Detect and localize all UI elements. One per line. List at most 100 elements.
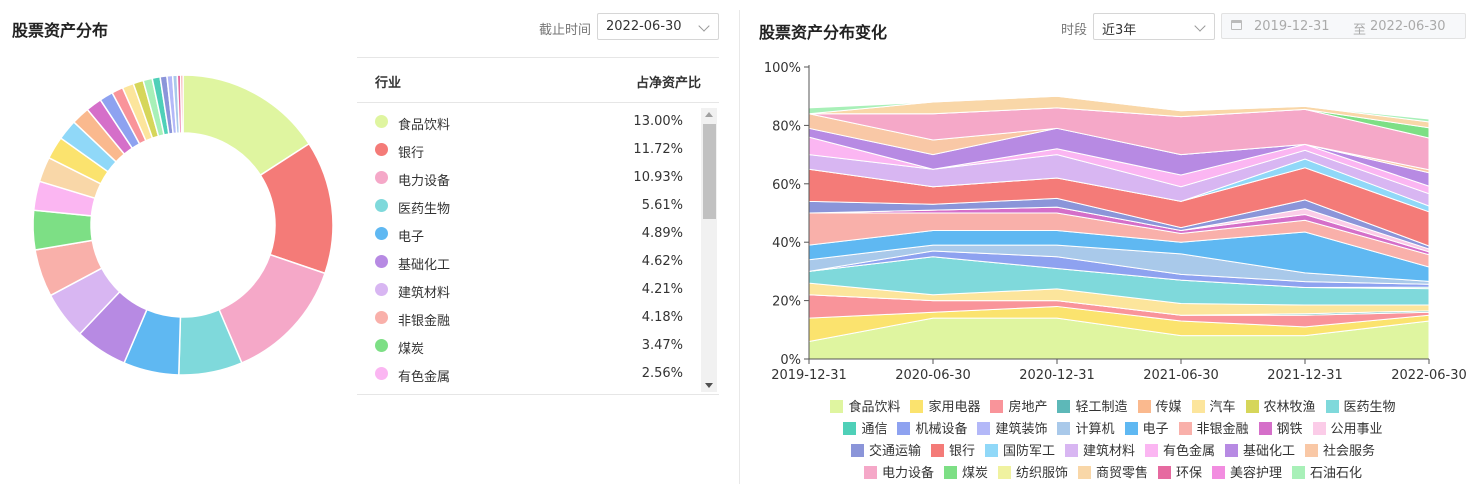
table-row[interactable]: 有色金属 2.56% [357, 360, 701, 388]
legend-swatch-icon [843, 422, 857, 435]
legend-item[interactable]: 银行 [930, 440, 975, 459]
legend-item[interactable]: 公用事业 [1312, 418, 1383, 437]
y-tick-label: 40% [772, 236, 801, 251]
period-select-value: 近3年 [1102, 23, 1137, 38]
legend-swatch-icon [897, 422, 911, 435]
table-row[interactable]: 建筑材料 4.21% [357, 276, 701, 304]
legend-item[interactable]: 社会服务 [1305, 440, 1375, 459]
date-select[interactable]: 2022-06-30 [597, 13, 719, 40]
legend-item[interactable]: 非银金融 [1178, 418, 1249, 437]
legend-item[interactable]: 食品饮料 [830, 396, 900, 415]
date-select-value: 2022-06-30 [606, 19, 682, 34]
industry-name: 电子 [398, 230, 425, 245]
legend-item[interactable]: 汽车 [1191, 396, 1236, 415]
legend-item[interactable]: 美容护理 [1212, 462, 1282, 481]
legend-dot-icon [375, 311, 388, 324]
y-tick-label: 60% [772, 178, 801, 193]
area-series[interactable] [808, 95, 1430, 123]
legend-dot-icon [375, 143, 388, 156]
industry-ratio: 2.56% [641, 366, 683, 381]
industry-name: 电力设备 [398, 174, 451, 189]
legend-item[interactable]: 建筑材料 [1064, 440, 1135, 459]
legend-item[interactable]: 家用电器 [910, 396, 980, 415]
legend-item[interactable]: 电子 [1124, 418, 1169, 437]
legend-row: 电力设备 煤炭 纺织服饰 商贸零售 环保 美容护理 石油石化 [750, 462, 1476, 484]
table-row[interactable]: 食品饮料 13.00% [357, 108, 701, 136]
legend-item[interactable]: 基础化工 [1225, 440, 1295, 459]
x-tick-label: 2022-06-30 [1391, 368, 1467, 383]
table-row[interactable]: 非银金融 4.18% [357, 304, 701, 332]
legend-dot-icon [375, 115, 388, 128]
industry-name: 有色金属 [398, 370, 451, 385]
legend-item[interactable]: 煤炭 [943, 462, 988, 481]
donut-slice[interactable] [179, 74, 184, 134]
legend-item[interactable]: 医药生物 [1325, 396, 1396, 415]
legend-swatch-icon [863, 466, 877, 479]
legend-label: 食品饮料 [848, 400, 901, 415]
table-row[interactable]: 医药生物 5.61% [357, 192, 701, 220]
legend-item[interactable]: 有色金属 [1145, 440, 1215, 459]
legend-label: 计算机 [1075, 422, 1115, 437]
legend-swatch-icon [997, 466, 1011, 479]
table-row[interactable]: 煤炭 3.47% [357, 332, 701, 360]
legend-swatch-icon [1312, 422, 1326, 435]
period-select[interactable]: 近3年 [1093, 13, 1215, 40]
date-label: 截止时间 [539, 23, 592, 38]
legend-label: 家用电器 [928, 400, 981, 415]
table-row[interactable]: 基础化工 4.62% [357, 248, 701, 276]
legend-dot-icon [375, 367, 388, 380]
legend-swatch-icon [830, 400, 844, 413]
legend-item[interactable]: 计算机 [1057, 418, 1115, 437]
legend-item[interactable]: 纺织服饰 [997, 462, 1068, 481]
legend-item[interactable]: 钢铁 [1258, 418, 1303, 437]
legend-item[interactable]: 环保 [1158, 462, 1202, 481]
table-row[interactable]: 银行 11.72% [357, 136, 701, 164]
date-range-picker[interactable]: 2019-12-31 至 2022-06-30 [1221, 13, 1466, 39]
legend-label: 汽车 [1209, 400, 1236, 415]
legend-swatch-icon [984, 444, 998, 457]
industry-name: 煤炭 [398, 342, 425, 357]
x-tick-label: 2019-12-31 [771, 368, 847, 383]
legend-item[interactable]: 电力设备 [863, 462, 934, 481]
legend-swatch-icon [990, 400, 1004, 413]
legend-item[interactable]: 机械设备 [897, 418, 967, 437]
table-scrollbar[interactable] [701, 108, 717, 392]
legend-item[interactable]: 房地产 [990, 396, 1047, 415]
table-row[interactable]: 电力设备 10.93% [357, 164, 701, 192]
scroll-down-icon[interactable] [705, 383, 713, 388]
industry-name: 银行 [398, 146, 425, 161]
legend-label: 轻工制造 [1075, 400, 1128, 415]
legend-swatch-icon [1057, 422, 1071, 435]
legend-dot-icon [375, 199, 388, 212]
legend-swatch-icon [1225, 444, 1239, 457]
legend-item[interactable]: 交通运输 [850, 440, 921, 459]
y-tick-label: 20% [772, 295, 801, 310]
legend-item[interactable]: 国防军工 [984, 440, 1055, 459]
legend-swatch-icon [1137, 400, 1151, 413]
legend-swatch-icon [1305, 444, 1319, 457]
legend-item[interactable]: 农林牧渔 [1245, 396, 1316, 415]
legend-item[interactable]: 建筑装饰 [977, 418, 1047, 437]
col-industry-header: 行业 [375, 76, 402, 91]
left-panel-title: 股票资产分布 [12, 21, 109, 40]
industry-ratio: 4.62% [641, 254, 683, 269]
legend-item[interactable]: 轻工制造 [1057, 396, 1128, 415]
legend-label: 通信 [861, 422, 888, 437]
legend-swatch-icon [1292, 466, 1306, 479]
legend-item[interactable]: 商贸零售 [1077, 462, 1148, 481]
legend-label: 纺织服饰 [1015, 466, 1068, 481]
y-tick-label: 0% [780, 353, 801, 368]
legend-swatch-icon [910, 400, 924, 413]
scroll-up-icon[interactable] [705, 112, 713, 117]
legend-label: 国防军工 [1002, 444, 1055, 459]
legend-item[interactable]: 通信 [843, 418, 887, 437]
legend-item[interactable]: 传媒 [1137, 396, 1182, 415]
table-row[interactable]: 电子 4.89% [357, 220, 701, 248]
legend-row: 交通运输 银行 国防军工 建筑材料 有色金属 基础化工 社会服务 [750, 440, 1476, 462]
legend-item[interactable]: 石油石化 [1292, 462, 1362, 481]
scroll-thumb[interactable] [703, 124, 716, 219]
legend-label: 机械设备 [915, 422, 968, 437]
col-ratio-header: 占净资产比 [635, 76, 701, 91]
legend-swatch-icon [1178, 422, 1192, 435]
industry-name: 医药生物 [398, 202, 451, 217]
